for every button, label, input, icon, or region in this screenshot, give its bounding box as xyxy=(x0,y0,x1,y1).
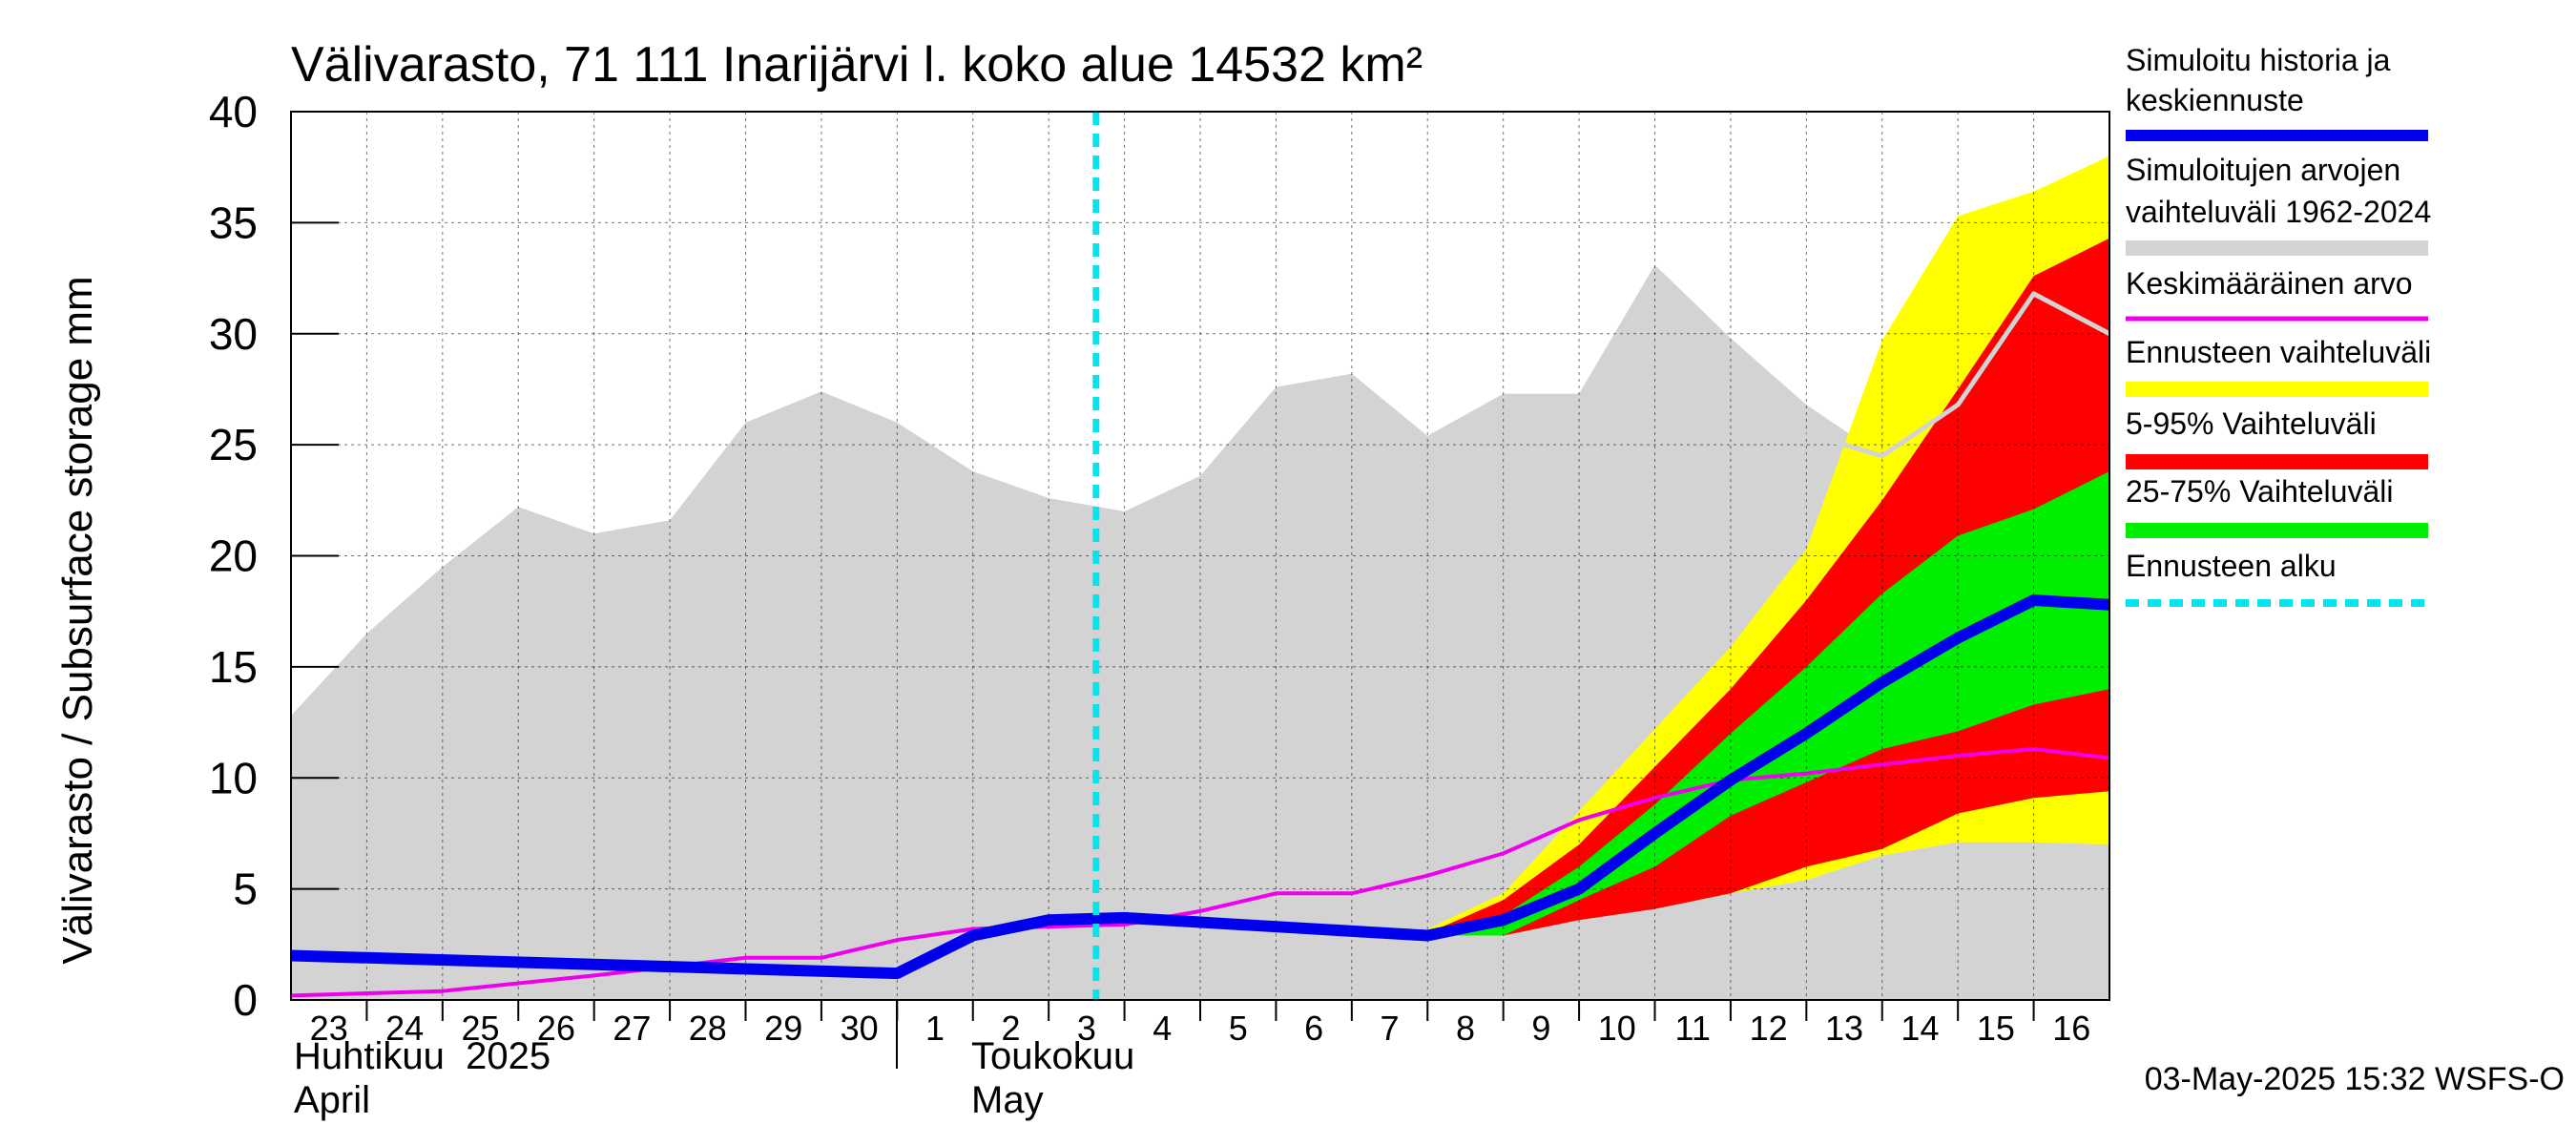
y-axis-label: Välivarasto / Subsurface storage mm xyxy=(54,276,101,964)
legend-label: Simuloitu historia ja xyxy=(2126,43,2391,77)
chart-title: Välivarasto, 71 111 Inarijärvi l. koko a… xyxy=(291,37,1423,93)
x-tick-label: 16 xyxy=(2052,1009,2090,1048)
legend-label: Ennusteen vaihteluväli xyxy=(2126,335,2431,369)
legend-label: keskiennuste xyxy=(2126,83,2304,117)
legend-label: 25-75% Vaihteluväli xyxy=(2126,474,2393,509)
y-tick-label: 20 xyxy=(209,531,258,581)
x-tick-label: 9 xyxy=(1531,1009,1550,1048)
x-tick-label: 15 xyxy=(1977,1009,2015,1048)
footer-timestamp: 03-May-2025 15:32 WSFS-O xyxy=(2145,1061,2565,1097)
history-mean-line xyxy=(1805,291,2111,459)
month-labels: Huhtikuu 2025 April Toukokuu May xyxy=(294,1000,1134,1121)
x-tick-label: 3 xyxy=(1077,1009,1096,1048)
month-label-may-fi: Toukokuu xyxy=(971,1035,1134,1077)
forecast-5-95-band xyxy=(1427,238,2109,936)
plot-area xyxy=(290,111,2111,1001)
y-tick-label: 15 xyxy=(209,642,258,692)
forecast-25-75-band xyxy=(1427,471,2109,936)
legend: Simuloitu historia ja keskiennuste Simuloi… xyxy=(2126,43,2431,607)
x-tick-label: 13 xyxy=(1825,1009,1863,1048)
x-tick-label: 24 xyxy=(385,1009,424,1048)
month-label-april-en: April xyxy=(294,1079,370,1121)
data-lines xyxy=(290,112,2111,1000)
x-tick-label: 14 xyxy=(1901,1009,1939,1048)
month-label-april-fi: Huhtikuu 2025 xyxy=(294,1035,551,1077)
x-tick-label: 28 xyxy=(689,1009,727,1048)
x-tick-label: 7 xyxy=(1381,1009,1400,1048)
x-tick-label: 27 xyxy=(613,1009,651,1048)
x-tick-label: 12 xyxy=(1750,1009,1788,1048)
median-forecast-line xyxy=(290,594,2110,980)
y-axis: 0 5 10 15 20 25 30 35 40 xyxy=(209,87,339,1025)
y-tick-label: 35 xyxy=(209,198,258,247)
y-tick-label: 40 xyxy=(209,87,258,136)
x-axis: 23 24 25 26 27 28 29 30 1 2 3 4 5 6 7 8 9 10 11 12 13 14 15 16 xyxy=(310,1000,2090,1048)
x-tick-label: 26 xyxy=(537,1009,575,1048)
x-tick-label: 29 xyxy=(764,1009,802,1048)
x-tick-label: 5 xyxy=(1229,1009,1248,1048)
x-tick-label: 8 xyxy=(1456,1009,1475,1048)
x-tick-label: 25 xyxy=(462,1009,500,1048)
y-tick-label: 25 xyxy=(209,420,258,469)
x-tick-label: 10 xyxy=(1598,1009,1636,1048)
x-tick-label: 11 xyxy=(1675,1009,1711,1048)
mean-value-line xyxy=(290,746,2110,998)
x-tick-label: 1 xyxy=(925,1009,945,1048)
x-tick-label: 23 xyxy=(310,1009,348,1048)
month-label-may-en: May xyxy=(971,1079,1044,1121)
y-tick-label: 5 xyxy=(233,864,258,914)
legend-label: 5-95% Vaihteluväli xyxy=(2126,406,2377,441)
y-tick-label: 10 xyxy=(209,753,258,802)
x-tick-label: 2 xyxy=(1001,1009,1020,1048)
y-tick-label: 30 xyxy=(209,309,258,359)
x-tick-label: 30 xyxy=(841,1009,879,1048)
legend-label: vaihteluväli 1962-2024 xyxy=(2126,195,2431,229)
legend-label: Ennusteen alku xyxy=(2126,549,2337,583)
x-tick-label: 4 xyxy=(1153,1009,1172,1048)
grid xyxy=(291,112,2109,1000)
legend-label: Simuloitujen arvojen xyxy=(2126,153,2400,187)
y-tick-label: 0 xyxy=(233,975,258,1025)
data-bands xyxy=(291,156,2109,1000)
x-tick-label: 6 xyxy=(1304,1009,1323,1048)
legend-label: Keskimääräinen arvo xyxy=(2126,266,2413,301)
